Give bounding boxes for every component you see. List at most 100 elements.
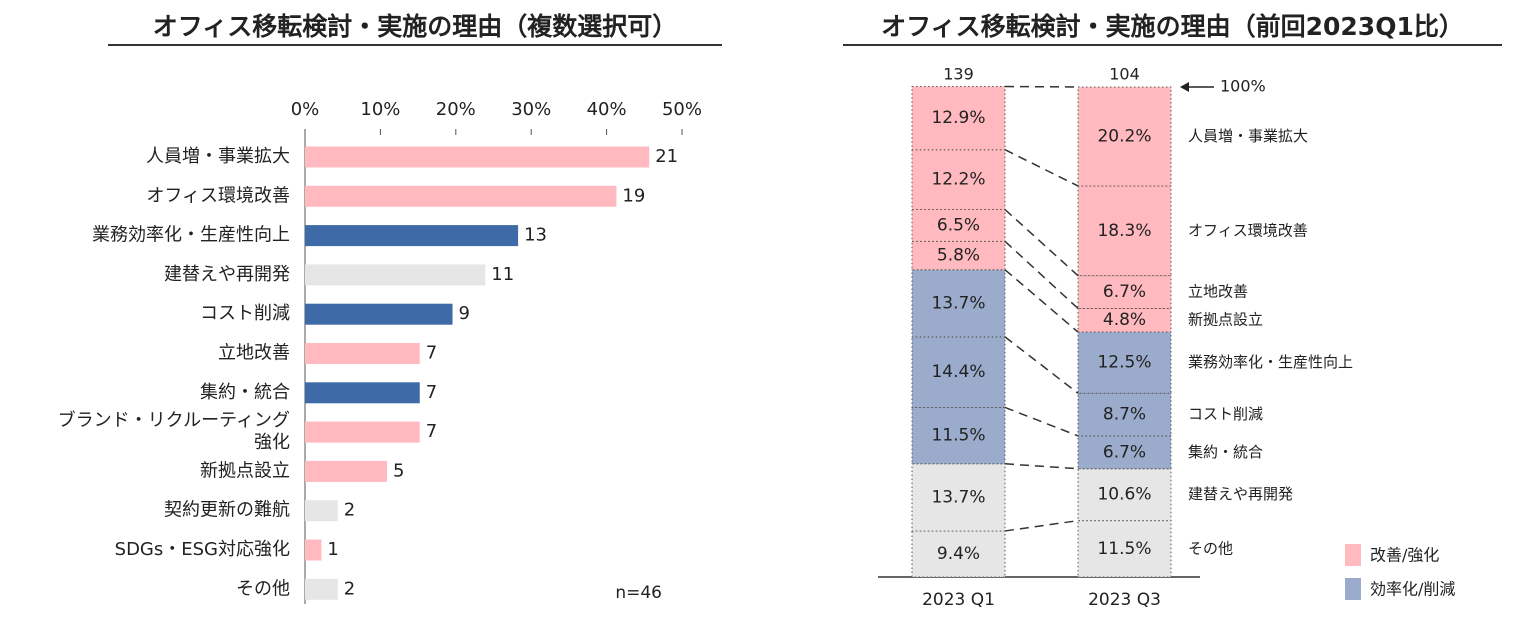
value-label: 1 bbox=[327, 539, 338, 560]
annotation: n=46 bbox=[615, 583, 662, 603]
segment bbox=[911, 406, 1006, 465]
bar bbox=[305, 146, 650, 168]
legend-swatch bbox=[1345, 544, 1361, 566]
series-label: その他 bbox=[1188, 539, 1233, 557]
x-tick-label: 20% bbox=[436, 99, 476, 120]
connector bbox=[1004, 519, 1079, 532]
value-label: 6.7% bbox=[1103, 282, 1146, 302]
legend-swatch bbox=[1345, 578, 1361, 600]
segment bbox=[1077, 331, 1172, 394]
x-tick-label: 40% bbox=[587, 99, 627, 120]
bar bbox=[305, 421, 420, 443]
annotation: 100% bbox=[1220, 77, 1266, 96]
arrow-head bbox=[1180, 82, 1189, 92]
bar bbox=[305, 500, 338, 522]
value-label: 10.6% bbox=[1097, 485, 1151, 505]
value-label: 5.8% bbox=[937, 246, 980, 266]
value-label: 9 bbox=[459, 303, 470, 324]
chart-title: オフィス移転検討・実施の理由（複数選択可） bbox=[153, 12, 678, 41]
category-label: 業務効率化・生産性向上 bbox=[92, 225, 290, 246]
connector bbox=[1004, 269, 1079, 333]
value-label: 11.5% bbox=[931, 426, 985, 446]
value-label: 6.7% bbox=[1103, 442, 1146, 462]
category-label: 建替えや再開発 bbox=[164, 264, 290, 285]
value-label: 11.5% bbox=[1097, 539, 1151, 559]
x-tick-label: 2023 Q1 bbox=[922, 590, 995, 610]
x-tick-label: 2023 Q3 bbox=[1088, 590, 1161, 610]
value-label: 5 bbox=[393, 460, 404, 481]
segment bbox=[1077, 468, 1172, 522]
value-label: 12.2% bbox=[931, 170, 985, 190]
category-label: オフィス環境改善 bbox=[146, 185, 290, 206]
category-label: SDGs・ESG対応強化 bbox=[115, 539, 290, 560]
value-label: 6.5% bbox=[937, 215, 980, 235]
legend-label: 効率化/削減 bbox=[1370, 580, 1455, 599]
category-label: その他 bbox=[236, 578, 290, 599]
x-tick-label: 30% bbox=[511, 99, 551, 120]
bar bbox=[305, 343, 420, 364]
category-label: コスト削減 bbox=[200, 303, 290, 324]
value-label: 12.9% bbox=[931, 108, 985, 128]
value-label: 13.7% bbox=[931, 487, 985, 507]
segment bbox=[911, 240, 1006, 271]
chart-title: オフィス移転検討・実施の理由（前回2023Q1比） bbox=[881, 12, 1464, 41]
x-tick-label: 50% bbox=[662, 99, 702, 120]
value-label: 13.7% bbox=[931, 293, 985, 313]
value-label: 8.7% bbox=[1103, 405, 1146, 425]
legend-label: 改善/強化 bbox=[1370, 546, 1439, 565]
category-label: ブランド・リクルーティング強化 bbox=[58, 409, 290, 453]
total-label: 104 bbox=[1109, 65, 1140, 84]
connector bbox=[1004, 240, 1079, 310]
segment bbox=[1077, 307, 1172, 333]
segment bbox=[911, 269, 1006, 338]
series-label: 立地改善 bbox=[1188, 283, 1248, 301]
series-label: 集約・統合 bbox=[1188, 443, 1263, 461]
segment bbox=[1077, 185, 1172, 277]
value-label: 13 bbox=[524, 225, 547, 246]
value-label: 7 bbox=[426, 343, 437, 364]
series-label: コスト削減 bbox=[1188, 405, 1263, 423]
segment bbox=[911, 86, 1006, 151]
connector bbox=[1004, 149, 1079, 187]
x-tick-label: 0% bbox=[291, 99, 320, 120]
bar bbox=[305, 264, 486, 286]
value-label: 7 bbox=[426, 382, 437, 403]
category-label: 立地改善 bbox=[218, 343, 290, 364]
value-label: 2 bbox=[344, 578, 355, 599]
bar bbox=[305, 225, 519, 247]
value-label: 7 bbox=[426, 421, 437, 442]
bar bbox=[305, 578, 338, 600]
value-label: 12.5% bbox=[1097, 353, 1151, 373]
bar bbox=[305, 539, 322, 561]
category-label: 人員増・事業拡大 bbox=[146, 146, 290, 167]
connector bbox=[1004, 336, 1079, 394]
segment bbox=[1077, 435, 1172, 470]
bar bbox=[305, 185, 617, 207]
segment bbox=[1077, 392, 1172, 437]
x-tick-label: 10% bbox=[360, 99, 400, 120]
connector bbox=[1004, 208, 1079, 277]
segment bbox=[911, 336, 1006, 408]
segment bbox=[911, 149, 1006, 210]
bar bbox=[305, 382, 420, 404]
total-label: 139 bbox=[943, 65, 974, 84]
series-label: 新拠点設立 bbox=[1188, 311, 1263, 329]
value-label: 21 bbox=[655, 146, 678, 167]
value-label: 9.4% bbox=[937, 544, 980, 564]
segment bbox=[1077, 520, 1172, 578]
value-label: 11 bbox=[491, 264, 514, 285]
segment bbox=[911, 530, 1006, 578]
category-label: 新拠点設立 bbox=[200, 460, 290, 481]
series-label: 建替えや再開発 bbox=[1188, 485, 1293, 503]
category-label: 集約・統合 bbox=[200, 382, 290, 403]
bar bbox=[305, 460, 387, 482]
series-label: オフィス環境改善 bbox=[1188, 221, 1308, 239]
value-label: 2 bbox=[344, 500, 355, 521]
segment bbox=[911, 209, 1006, 242]
connector bbox=[1004, 406, 1079, 437]
value-label: 20.2% bbox=[1097, 126, 1151, 146]
connector bbox=[1004, 463, 1079, 470]
series-label: 業務効率化・生産性向上 bbox=[1188, 353, 1353, 371]
series-label: 人員増・事業拡大 bbox=[1188, 127, 1308, 145]
